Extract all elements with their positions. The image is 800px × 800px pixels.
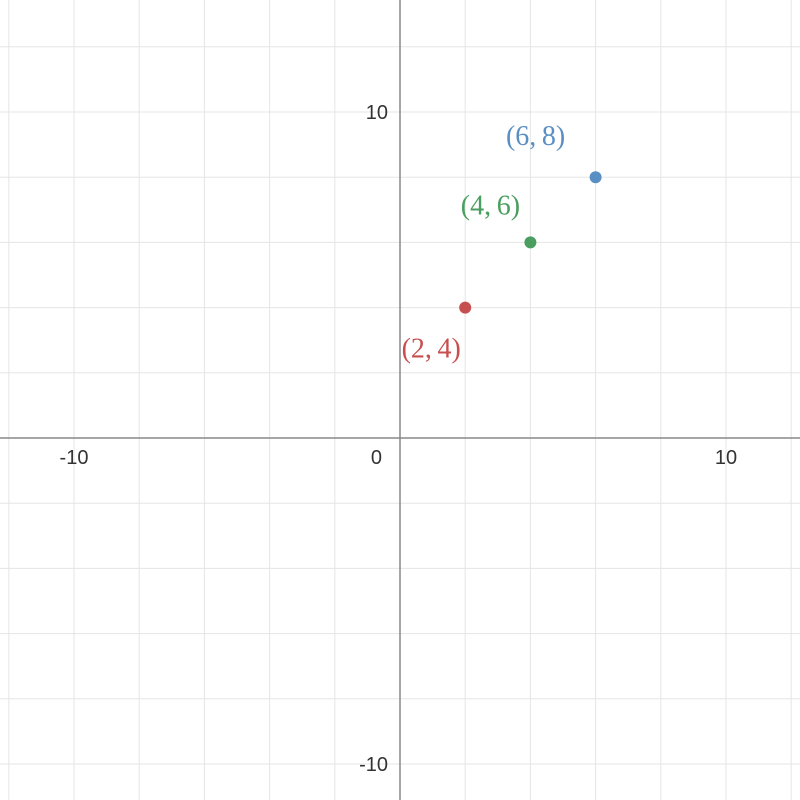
point-label: (2, 4) xyxy=(402,334,461,365)
y-tick-label: 10 xyxy=(366,102,388,124)
point-label: (4, 6) xyxy=(461,190,520,221)
point-label-text: (2, 4) xyxy=(402,334,461,365)
data-point xyxy=(524,236,536,248)
data-point xyxy=(459,302,471,314)
point-label: (6, 8) xyxy=(506,121,565,152)
y-tick-label: -10 xyxy=(359,754,388,776)
point-label-text: (4, 6) xyxy=(461,190,520,221)
x-tick-label: 0 xyxy=(371,447,382,469)
x-tick-label: -10 xyxy=(60,447,89,469)
point-label-text: (6, 8) xyxy=(506,121,565,152)
x-tick-label: 10 xyxy=(715,447,737,469)
data-point xyxy=(590,171,602,183)
coordinate-chart: -10 0 10 -10 10 (2, 4) (4, 6) (6, 8) xyxy=(0,0,800,800)
